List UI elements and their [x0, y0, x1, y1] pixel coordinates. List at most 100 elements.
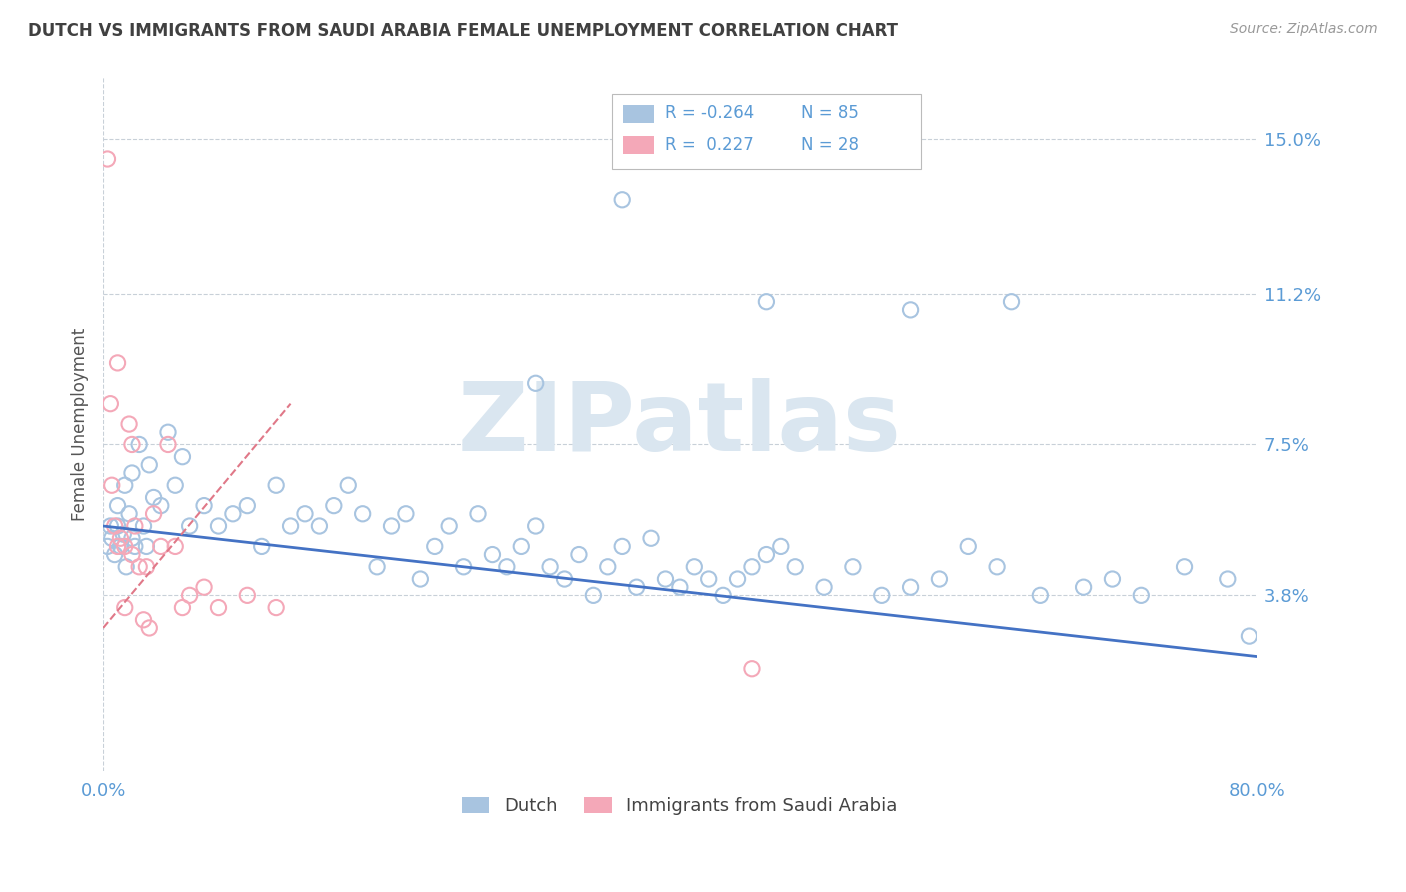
Point: [495, 559, 517, 574]
Point: [280, 519, 302, 533]
Point: [337, 478, 360, 492]
Point: [107, 499, 129, 513]
Point: [467, 507, 489, 521]
Point: [1130, 588, 1153, 602]
Point: [524, 519, 547, 533]
Point: [308, 519, 330, 533]
Point: [138, 621, 160, 635]
Point: [250, 540, 273, 554]
Point: [352, 507, 374, 521]
Point: [1073, 580, 1095, 594]
Y-axis label: Female Unemployment: Female Unemployment: [72, 327, 89, 521]
Point: [900, 302, 922, 317]
Point: [110, 540, 132, 554]
Point: [193, 580, 215, 594]
Point: [755, 294, 778, 309]
Point: [510, 540, 533, 554]
Legend: Dutch, Immigrants from Saudi Arabia: Dutch, Immigrants from Saudi Arabia: [453, 788, 907, 824]
Point: [1029, 588, 1052, 602]
Point: [596, 559, 619, 574]
Point: [121, 437, 143, 451]
Text: N = 85: N = 85: [801, 104, 859, 122]
Point: [132, 613, 155, 627]
Point: [900, 580, 922, 594]
Point: [236, 588, 259, 602]
Point: [107, 356, 129, 370]
Text: Source: ZipAtlas.com: Source: ZipAtlas.com: [1230, 22, 1378, 37]
Point: [842, 559, 865, 574]
Point: [957, 540, 980, 554]
Point: [395, 507, 418, 521]
Point: [207, 519, 229, 533]
Point: [1000, 294, 1022, 309]
Point: [741, 662, 763, 676]
Point: [640, 531, 662, 545]
Point: [928, 572, 950, 586]
Point: [669, 580, 692, 594]
Point: [785, 559, 807, 574]
Point: [124, 540, 146, 554]
Point: [380, 519, 402, 533]
Text: ZIPatlas: ZIPatlas: [458, 377, 901, 471]
Point: [118, 507, 141, 521]
Point: [121, 466, 143, 480]
Point: [149, 499, 172, 513]
Point: [1216, 572, 1239, 586]
Point: [538, 559, 561, 574]
Point: [149, 540, 172, 554]
Point: [128, 559, 150, 574]
Point: [142, 491, 165, 505]
Point: [156, 437, 179, 451]
Point: [112, 527, 135, 541]
Point: [453, 559, 475, 574]
Point: [236, 499, 259, 513]
Point: [107, 519, 129, 533]
Point: [121, 531, 143, 545]
Text: DUTCH VS IMMIGRANTS FROM SAUDI ARABIA FEMALE UNEMPLOYMENT CORRELATION CHART: DUTCH VS IMMIGRANTS FROM SAUDI ARABIA FE…: [28, 22, 898, 40]
Point: [128, 437, 150, 451]
Text: R =  0.227: R = 0.227: [665, 136, 754, 153]
Text: N = 28: N = 28: [801, 136, 859, 153]
Point: [612, 540, 634, 554]
Point: [481, 548, 503, 562]
Point: [193, 499, 215, 513]
Point: [115, 559, 138, 574]
Point: [207, 600, 229, 615]
Point: [264, 600, 287, 615]
Point: [179, 588, 201, 602]
Point: [179, 519, 201, 533]
Point: [697, 572, 720, 586]
Point: [626, 580, 648, 594]
Point: [165, 540, 187, 554]
Point: [582, 588, 605, 602]
Point: [222, 507, 245, 521]
Point: [98, 519, 121, 533]
Point: [96, 540, 118, 554]
Point: [110, 531, 132, 545]
Point: [294, 507, 316, 521]
Point: [172, 600, 194, 615]
Point: [986, 559, 1008, 574]
Point: [870, 588, 893, 602]
Point: [172, 450, 194, 464]
Point: [135, 559, 157, 574]
Point: [568, 548, 591, 562]
Point: [135, 540, 157, 554]
Point: [124, 519, 146, 533]
Point: [813, 580, 835, 594]
Point: [121, 548, 143, 562]
Point: [101, 531, 124, 545]
Point: [769, 540, 792, 554]
Point: [104, 519, 127, 533]
Point: [118, 417, 141, 431]
Point: [1173, 559, 1195, 574]
Point: [156, 425, 179, 440]
Point: [114, 478, 136, 492]
Point: [711, 588, 734, 602]
Point: [366, 559, 388, 574]
Point: [264, 478, 287, 492]
Point: [612, 193, 634, 207]
Point: [107, 540, 129, 554]
Point: [114, 600, 136, 615]
Point: [524, 376, 547, 391]
